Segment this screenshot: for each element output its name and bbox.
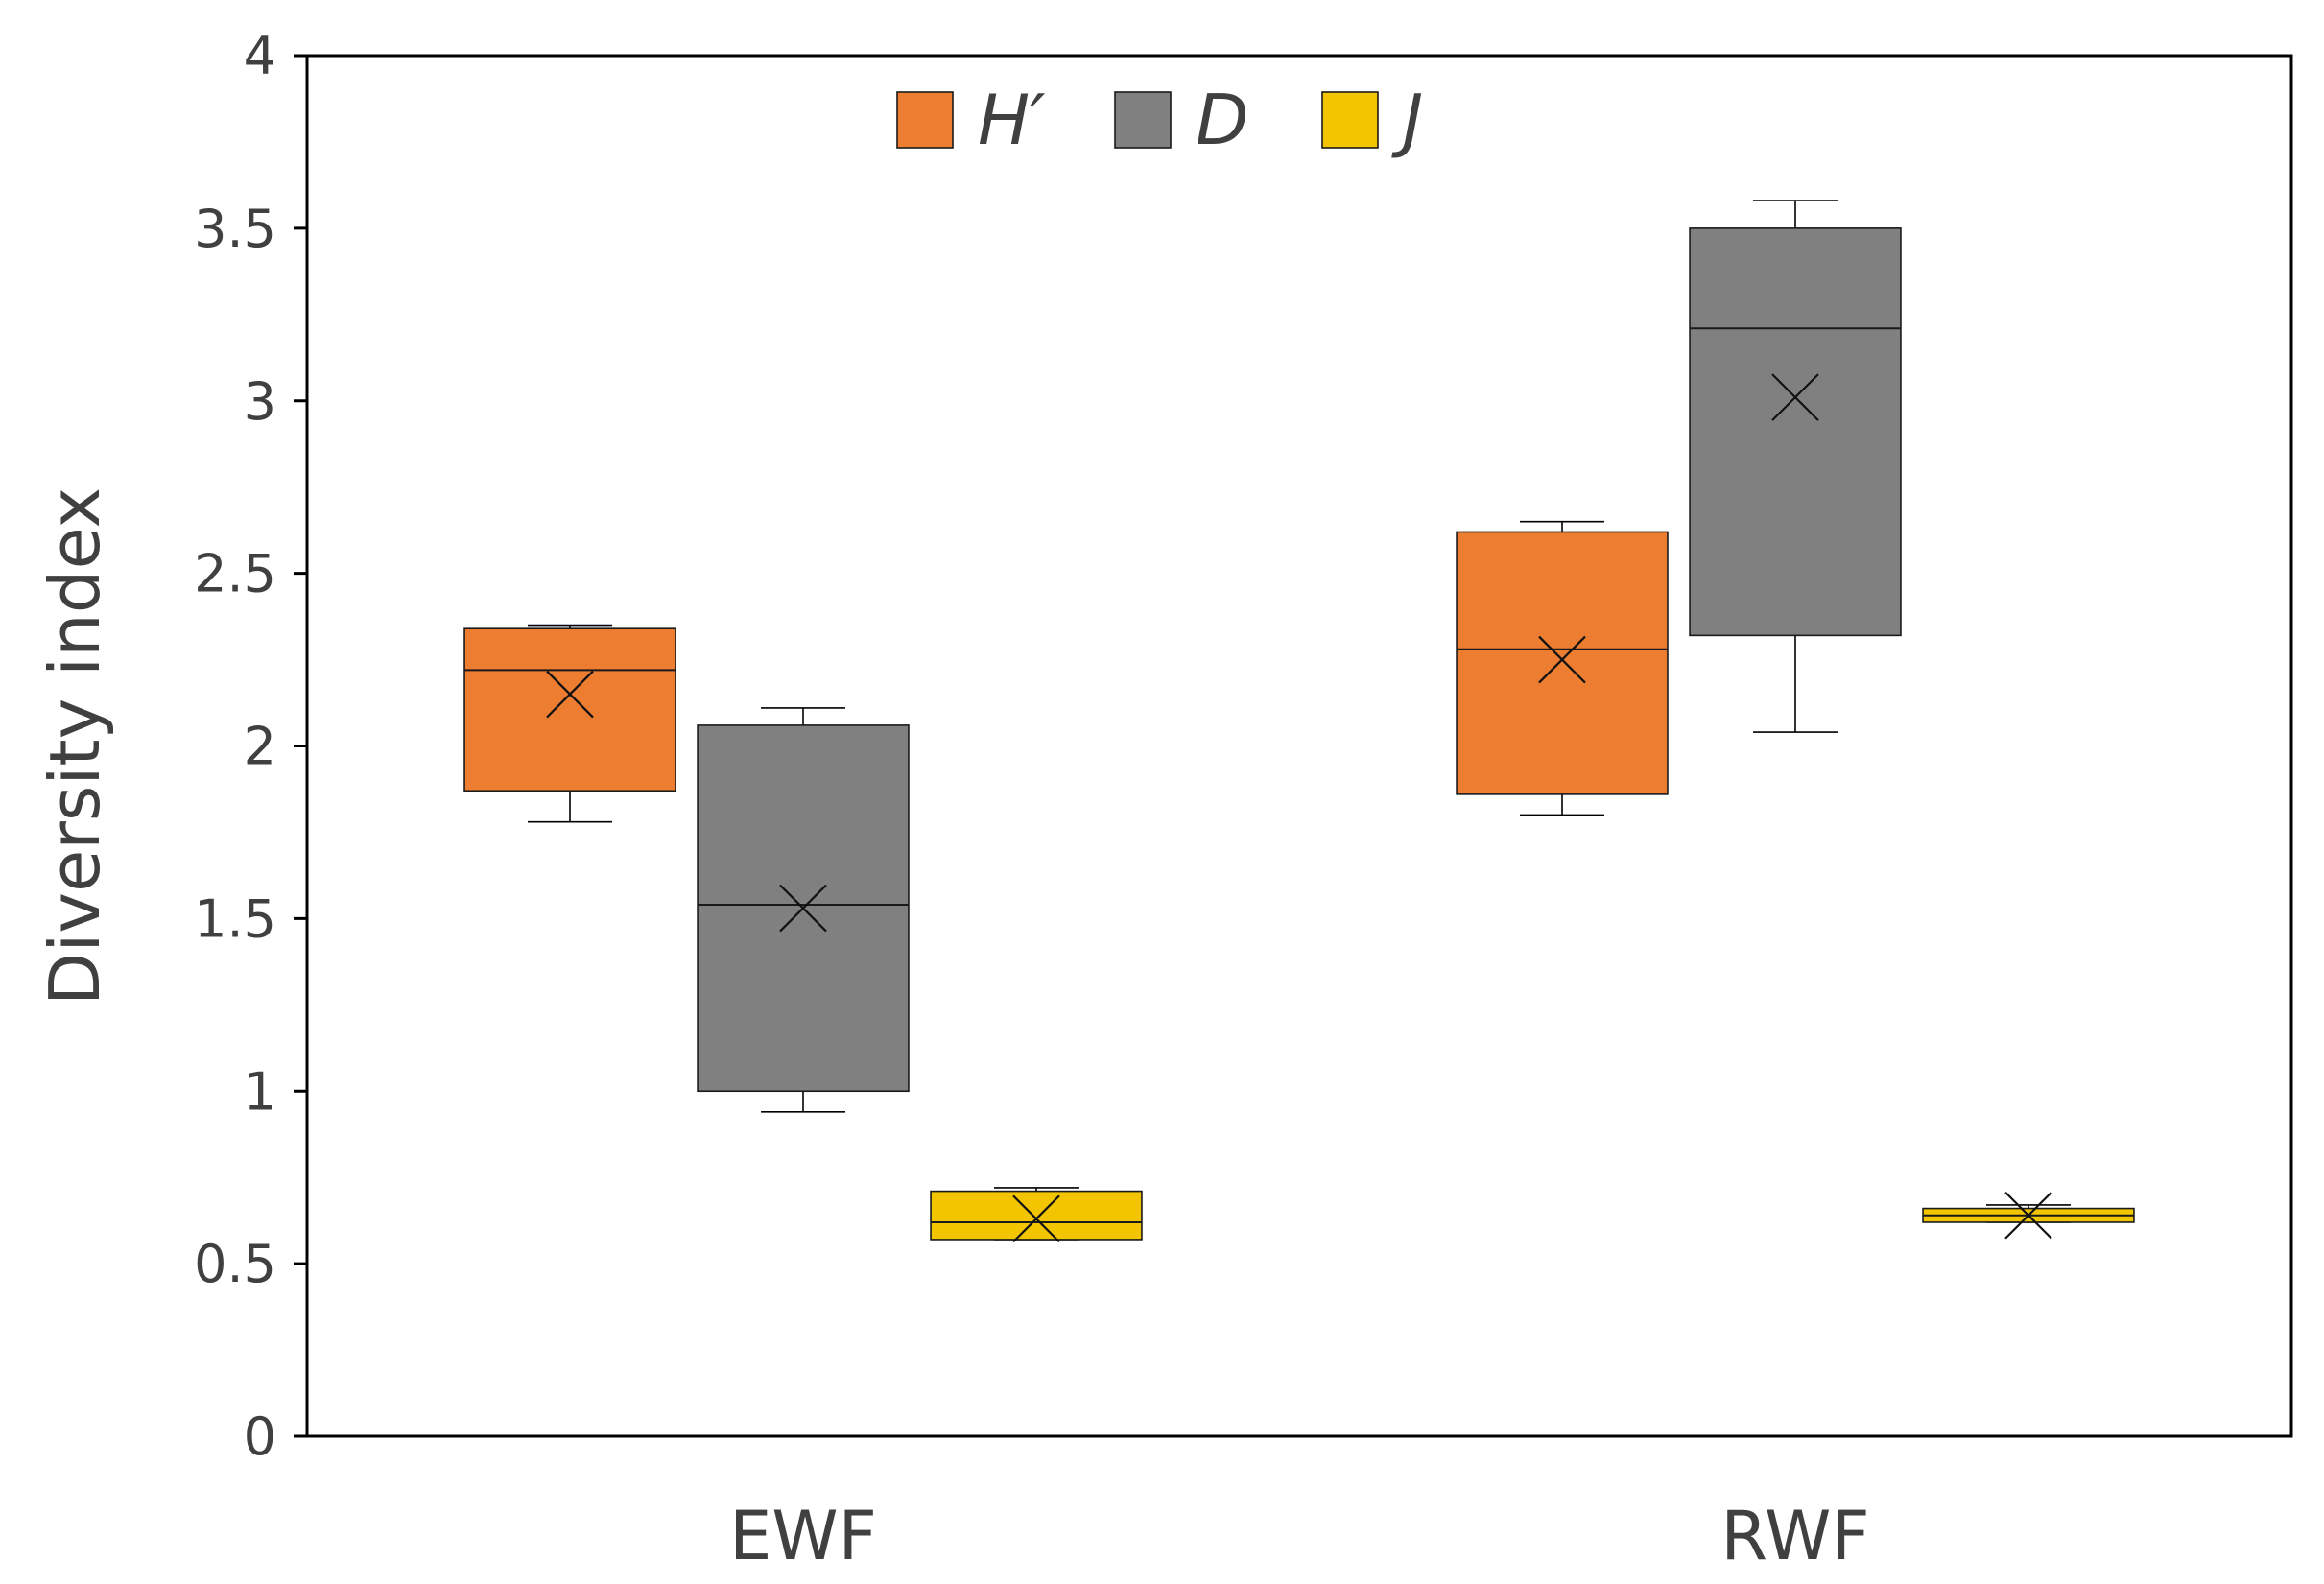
y-tick-label: 2.5 xyxy=(194,544,276,604)
box-rwf-1 xyxy=(1689,200,1902,733)
x-axis: EWF RWF xyxy=(729,1497,1870,1575)
legend-item: H′ xyxy=(896,80,1046,160)
y-axis-title: Diversity index xyxy=(35,487,115,1005)
box-series xyxy=(463,200,2135,1243)
y-tick-label: 4 xyxy=(244,26,276,86)
mean-marker xyxy=(779,884,827,933)
box-rwf-0 xyxy=(1456,520,1669,816)
iqr-box xyxy=(1689,227,1902,637)
y-tick-label: 1 xyxy=(244,1061,276,1122)
legend: H′ D J xyxy=(896,80,1423,160)
box-rwf-2 xyxy=(1922,1191,2135,1240)
iqr-box xyxy=(1456,531,1669,795)
y-tick-label: 2 xyxy=(244,717,276,777)
mean-marker xyxy=(1771,373,1819,421)
box-ewf-0 xyxy=(463,624,676,823)
y-tick-label: 1.5 xyxy=(194,888,276,949)
mean-marker xyxy=(2004,1191,2052,1240)
y-axis: 0 0.5 1 1.5 2 2.5 3 3.5 4 xyxy=(194,26,307,1467)
mean-marker xyxy=(1012,1194,1060,1243)
legend-swatch xyxy=(1114,91,1172,149)
legend-item: D xyxy=(1114,80,1248,160)
mean-marker xyxy=(1538,635,1586,684)
y-tick-label: 0.5 xyxy=(194,1234,276,1294)
mean-marker xyxy=(546,670,594,719)
legend-swatch xyxy=(1321,91,1379,149)
box-ewf-1 xyxy=(697,707,910,1113)
iqr-box xyxy=(463,627,676,792)
legend-label: J xyxy=(1391,80,1423,160)
y-tick-label: 0 xyxy=(244,1407,276,1467)
legend-label: H′ xyxy=(978,80,1046,160)
legend-swatch xyxy=(896,91,954,149)
category-label: RWF xyxy=(1720,1497,1869,1575)
y-tick-label: 3 xyxy=(244,371,276,432)
legend-label: D xyxy=(1196,80,1248,160)
y-tick-label: 3.5 xyxy=(194,199,276,259)
legend-item: J xyxy=(1321,80,1423,160)
iqr-box xyxy=(930,1190,1143,1241)
category-label: EWF xyxy=(729,1497,877,1575)
box-ewf-2 xyxy=(930,1187,1143,1243)
